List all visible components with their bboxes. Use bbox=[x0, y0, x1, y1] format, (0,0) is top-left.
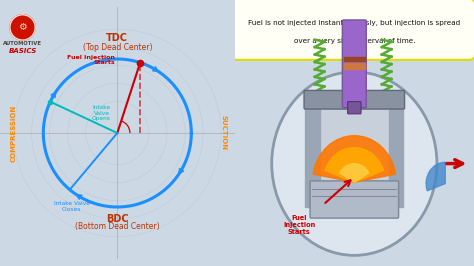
Text: Intake Valve
Closes: Intake Valve Closes bbox=[54, 201, 90, 212]
Text: ⚙: ⚙ bbox=[18, 22, 27, 32]
Text: (Bottom Dead Center): (Bottom Dead Center) bbox=[75, 222, 160, 231]
Circle shape bbox=[10, 15, 35, 40]
FancyBboxPatch shape bbox=[347, 102, 361, 114]
Text: TDC: TDC bbox=[106, 33, 128, 43]
Text: Fuel is not injected instantaneously, but injection is spread: Fuel is not injected instantaneously, bu… bbox=[248, 20, 460, 26]
Bar bbox=[344, 57, 365, 61]
Text: over a very short interval of time.: over a very short interval of time. bbox=[293, 38, 415, 44]
Bar bbox=[389, 106, 403, 207]
Bar bbox=[344, 63, 365, 69]
Bar bbox=[305, 106, 319, 207]
Wedge shape bbox=[325, 148, 383, 182]
Text: COMPRESSION: COMPRESSION bbox=[10, 104, 17, 162]
Circle shape bbox=[272, 72, 437, 255]
Wedge shape bbox=[426, 162, 445, 191]
FancyBboxPatch shape bbox=[310, 181, 399, 218]
Wedge shape bbox=[340, 164, 369, 182]
Text: SUCTION: SUCTION bbox=[221, 115, 227, 151]
FancyBboxPatch shape bbox=[342, 20, 366, 108]
FancyBboxPatch shape bbox=[304, 90, 405, 109]
FancyBboxPatch shape bbox=[231, 0, 474, 60]
Text: BASICS: BASICS bbox=[9, 48, 36, 54]
Text: Fuel Injection
Starts: Fuel Injection Starts bbox=[67, 55, 115, 65]
Text: AUTOMOTIVE: AUTOMOTIVE bbox=[3, 41, 42, 46]
Text: Intake
Valve
Opens: Intake Valve Opens bbox=[91, 105, 110, 122]
Text: BDC: BDC bbox=[106, 214, 128, 224]
Bar bbox=[319, 106, 389, 207]
Text: Fuel
Injection
Starts: Fuel Injection Starts bbox=[283, 215, 315, 235]
Wedge shape bbox=[313, 136, 396, 182]
Text: (Top Dead Center): (Top Dead Center) bbox=[82, 43, 152, 52]
